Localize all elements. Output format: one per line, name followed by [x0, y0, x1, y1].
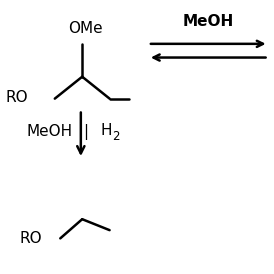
Text: MeOH: MeOH — [27, 124, 73, 139]
Text: OMe: OMe — [68, 21, 102, 36]
Text: RO: RO — [19, 231, 42, 246]
Text: MeOH: MeOH — [182, 14, 234, 29]
Text: |: | — [84, 124, 89, 139]
Text: 2: 2 — [112, 130, 120, 144]
Text: H: H — [100, 123, 112, 138]
Text: RO: RO — [5, 90, 28, 105]
